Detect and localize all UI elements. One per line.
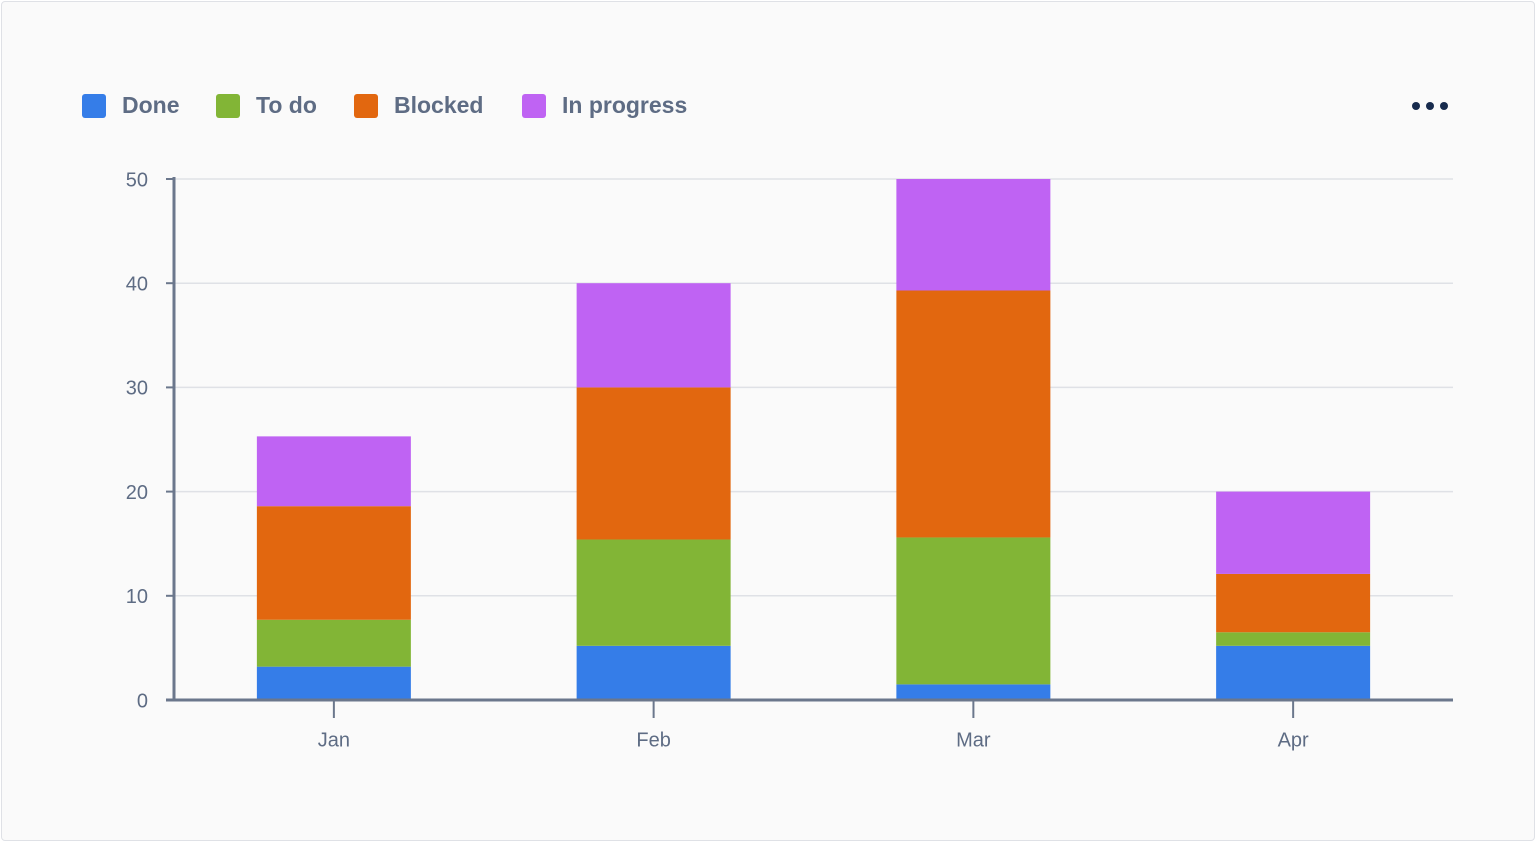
bar-segment[interactable] — [256, 619, 411, 667]
bar-segment[interactable] — [896, 179, 1051, 291]
more-menu[interactable] — [1412, 102, 1448, 110]
menu-dot — [1412, 102, 1420, 110]
bar-segment[interactable] — [576, 645, 731, 700]
bar-segment[interactable] — [896, 684, 1051, 700]
menu-dot — [1440, 102, 1448, 110]
legend-swatch[interactable] — [354, 94, 378, 118]
x-tick-label: Mar — [956, 729, 991, 751]
y-tick-label: 0 — [137, 690, 148, 712]
bar-segment[interactable] — [1216, 573, 1371, 633]
bar-segment[interactable] — [256, 666, 411, 700]
bar-segment[interactable] — [1216, 491, 1371, 574]
bar-segment[interactable] — [896, 537, 1051, 685]
legend-label[interactable]: Blocked — [394, 92, 483, 118]
legend-swatch[interactable] — [522, 94, 546, 118]
bar-segment[interactable] — [576, 283, 731, 388]
legend-label[interactable]: In progress — [562, 92, 687, 118]
x-tick-label: Feb — [636, 729, 670, 751]
bar-segment[interactable] — [896, 290, 1051, 538]
y-tick-label: 40 — [126, 273, 148, 295]
bar-segment[interactable] — [1216, 632, 1371, 646]
bar-segment[interactable] — [256, 506, 411, 620]
legend-label[interactable]: Done — [122, 92, 180, 118]
bar-segment[interactable] — [576, 387, 731, 540]
legend-swatch[interactable] — [216, 94, 240, 118]
legend-label[interactable]: To do — [256, 92, 317, 118]
bar-segment[interactable] — [256, 436, 411, 507]
y-tick-label: 10 — [126, 586, 148, 608]
y-tick-label: 20 — [126, 482, 148, 504]
bar-segment[interactable] — [1216, 645, 1371, 700]
x-tick-label: Jan — [318, 729, 350, 751]
legend-swatch[interactable] — [82, 94, 106, 118]
y-tick-label: 30 — [126, 378, 148, 400]
menu-dot — [1426, 102, 1434, 110]
bar-segment[interactable] — [576, 539, 731, 646]
x-tick-label: Apr — [1278, 729, 1309, 751]
y-tick-label: 50 — [126, 169, 148, 191]
